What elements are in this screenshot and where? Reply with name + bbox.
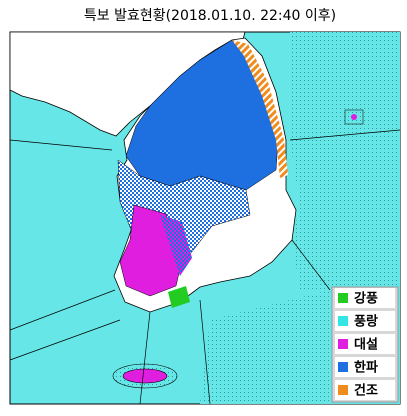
ulleung-island bbox=[351, 114, 357, 120]
legend-label: 건조 bbox=[354, 383, 378, 399]
legend-row bbox=[335, 380, 395, 400]
legend-swatch bbox=[338, 293, 348, 303]
legend-swatch bbox=[338, 316, 348, 326]
legend-row bbox=[335, 357, 395, 377]
dry-zone bbox=[232, 40, 288, 178]
legend-label: 강풍 bbox=[354, 291, 378, 307]
jeju-island bbox=[122, 368, 168, 384]
sea-zone-east bbox=[290, 32, 400, 290]
snow-advisory-zone bbox=[160, 215, 192, 276]
wind-zone bbox=[168, 286, 190, 308]
legend-label: 한파 bbox=[354, 360, 378, 376]
sea-boundaries bbox=[9, 129, 401, 405]
legend-label: 풍랑 bbox=[354, 315, 378, 330]
legend-label: 대설 bbox=[354, 338, 378, 353]
legend-row bbox=[335, 311, 395, 331]
legend-row bbox=[335, 334, 395, 354]
legend-swatch bbox=[338, 339, 348, 349]
cold-wave-zone bbox=[125, 39, 279, 191]
legend-swatch bbox=[338, 385, 348, 395]
legend-swatch bbox=[338, 362, 348, 372]
legend-row bbox=[335, 288, 395, 308]
map-area bbox=[9, 31, 401, 405]
map-title: 특보 발효현황(2018.01.10. 22:40 이후) bbox=[84, 8, 336, 24]
